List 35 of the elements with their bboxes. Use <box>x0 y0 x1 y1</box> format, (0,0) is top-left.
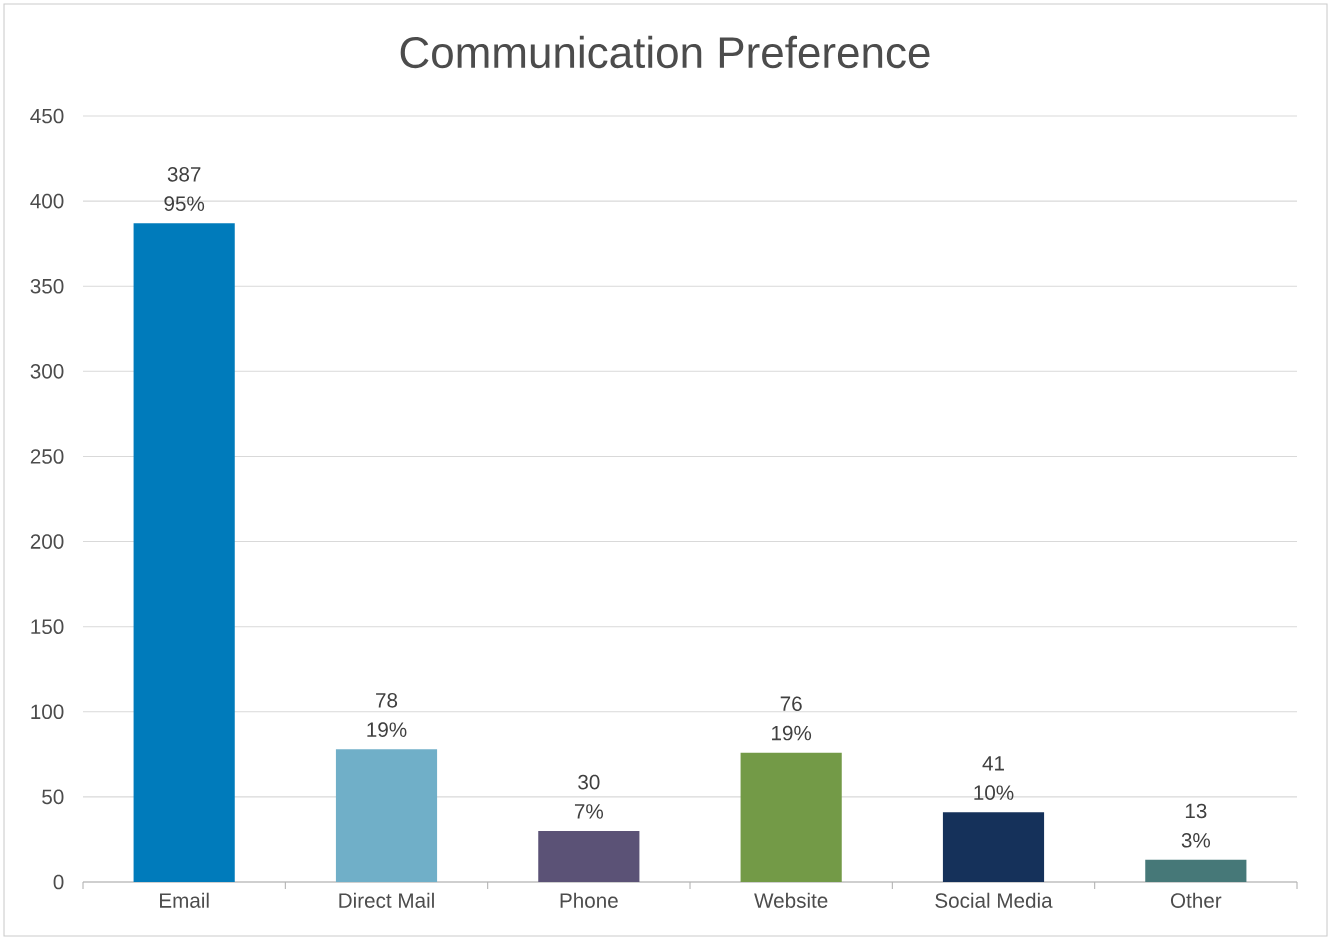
annotation: 95% <box>164 196 205 211</box>
y-tick-label: 200 <box>30 534 64 549</box>
bar <box>133 223 235 882</box>
y-tick-label: 450 <box>30 108 64 124</box>
y-tick-label: 0 <box>53 874 64 890</box>
x-tick-label: Email <box>160 892 209 908</box>
annotation: 3% <box>1181 832 1211 848</box>
y-tick-label: 150 <box>31 619 64 634</box>
data-label: 41 <box>982 756 1004 771</box>
x-tick-label: Website <box>754 892 828 908</box>
chart-title: Communication Preference <box>400 35 930 69</box>
x-tick-label: Other <box>1170 892 1222 908</box>
annotation: 10% <box>974 785 1014 800</box>
data-label: 13 <box>1185 803 1207 819</box>
x-tick-label: Direct Mail <box>339 892 434 908</box>
data-label: 30 <box>578 774 600 790</box>
x-tick-label: Phone <box>560 892 618 908</box>
data-label: 76 <box>780 696 802 712</box>
y-tick-label: 400 <box>30 193 64 209</box>
annotation: 19% <box>367 722 407 737</box>
y-tick-label: 250 <box>30 449 64 464</box>
data-label: 78 <box>376 693 398 708</box>
bar <box>942 812 1045 882</box>
bar <box>740 752 842 882</box>
bar <box>335 749 438 882</box>
x-tick-label: Social Media <box>935 892 1053 908</box>
bar <box>1145 859 1247 882</box>
y-tick-label: 50 <box>42 789 64 805</box>
annotation: 7% <box>574 804 604 819</box>
data-label: 387 <box>167 167 201 182</box>
y-tick-label: 100 <box>31 704 64 720</box>
annotation: 19% <box>772 725 812 741</box>
y-tick-label: 350 <box>30 278 64 294</box>
bar <box>538 830 640 882</box>
y-tick-label: 300 <box>30 364 64 379</box>
